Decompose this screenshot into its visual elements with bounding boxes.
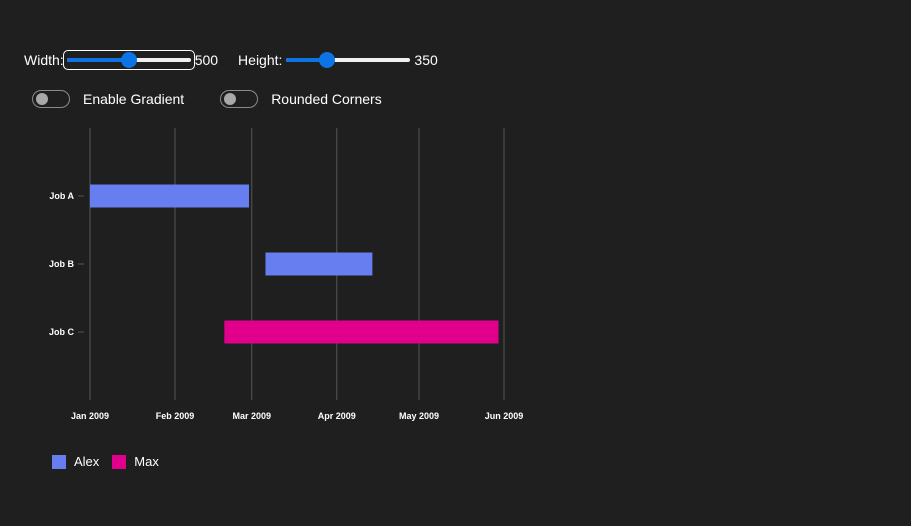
x-tick-label: Feb 2009	[156, 411, 195, 421]
width-slider-fill	[66, 58, 129, 62]
rounded-label: Rounded Corners	[271, 91, 382, 107]
style-toggles: Enable Gradient Rounded Corners	[32, 89, 382, 109]
rounded-toggle[interactable]	[220, 90, 259, 108]
x-tick-label: May 2009	[399, 411, 439, 421]
y-tick-label: Job A	[49, 191, 74, 201]
gradient-toggle[interactable]	[32, 90, 70, 108]
legend-item[interactable]: Max	[112, 454, 159, 469]
legend-swatch	[112, 454, 127, 469]
x-tick-label: Mar 2009	[232, 411, 271, 421]
height-slider[interactable]	[284, 52, 412, 68]
legend-label: Alex	[74, 454, 100, 469]
rounded-toggle-knob	[224, 93, 237, 105]
width-label: Width:	[24, 52, 64, 68]
y-tick-label: Job C	[49, 327, 75, 337]
height-value: 350	[414, 52, 438, 68]
gradient-toggle-knob	[36, 93, 48, 105]
size-controls: Width: 500 Height: 350	[24, 46, 438, 74]
legend-swatch	[52, 454, 66, 469]
width-slider[interactable]	[62, 50, 195, 70]
gantt-bar	[265, 252, 373, 276]
legend-item[interactable]: Alex	[52, 454, 99, 469]
height-slider-track	[286, 58, 411, 62]
width-value: 500	[194, 52, 219, 68]
legend: Alex Max	[52, 454, 172, 469]
height-slider-thumb[interactable]	[319, 52, 336, 68]
gradient-label: Enable Gradient	[83, 91, 185, 107]
height-label: Height:	[238, 52, 283, 68]
legend-label: Max	[134, 454, 159, 469]
y-tick-label: Job B	[49, 259, 75, 269]
gantt-bar	[224, 320, 499, 344]
width-slider-thumb[interactable]	[120, 52, 137, 68]
height-slider-fill	[286, 58, 328, 62]
gantt-bar	[90, 184, 250, 208]
x-tick-label: Jun 2009	[485, 411, 524, 421]
x-tick-label: Apr 2009	[318, 411, 356, 421]
x-tick-label: Jan 2009	[71, 411, 109, 421]
